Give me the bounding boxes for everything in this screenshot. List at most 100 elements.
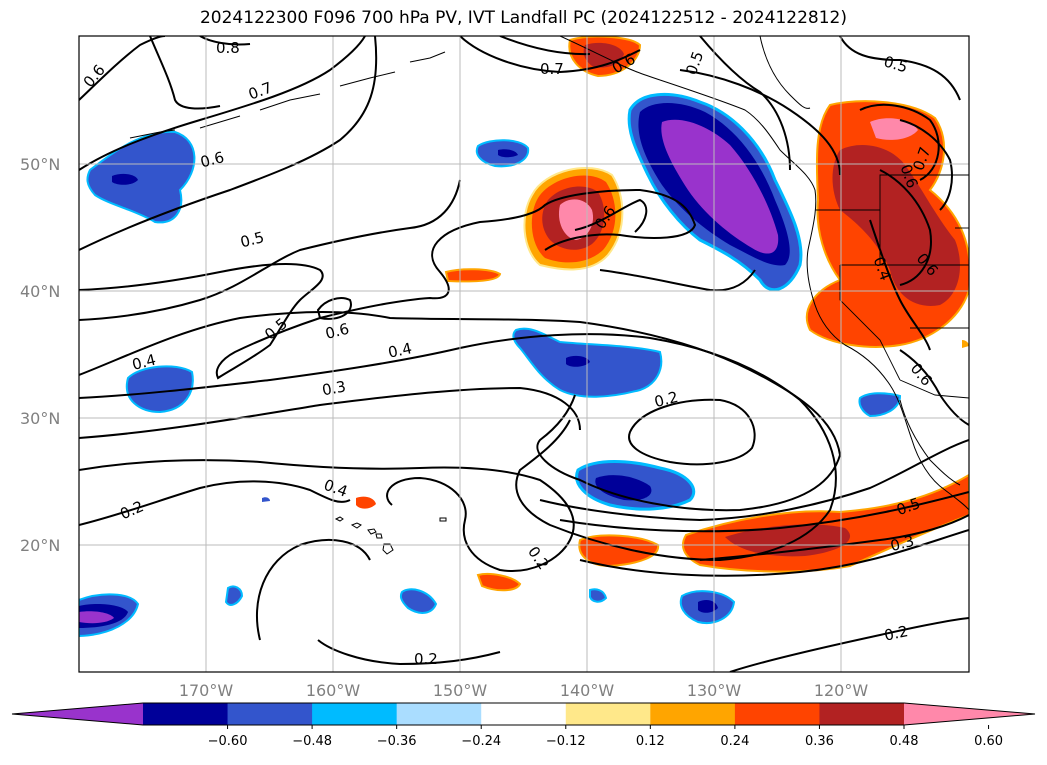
latitude-labels: 50°N 40°N 30°N 20°N [20, 155, 60, 555]
contour-label: 0.4 [130, 351, 158, 374]
anomaly-region [558, 199, 594, 240]
anomaly-region [125, 365, 194, 414]
colorbar-tick-label: 0.48 [890, 734, 919, 749]
contour-label: 0.7 [540, 60, 564, 78]
island [367, 528, 377, 535]
contour-line [79, 459, 575, 572]
border-line [815, 174, 969, 211]
colorbar-segment [734, 703, 820, 725]
contour-label: 0.5 [882, 52, 910, 76]
contour-line [79, 386, 581, 439]
contour-line [79, 480, 351, 526]
colorbar-ticks: −0.60 −0.48 −0.36 −0.24 −0.12 0.12 0.24 0.36 0.4… [208, 725, 1003, 749]
contour-label: 0.6 [199, 148, 227, 171]
coastline [759, 36, 811, 109]
anomaly-region [112, 173, 138, 185]
contour-line [79, 36, 378, 251]
colorbar-tick-label: −0.48 [292, 734, 332, 749]
contour-label: 0.3 [321, 377, 348, 399]
anomaly-region [498, 149, 518, 158]
hawaii-islands [334, 516, 447, 555]
colorbar-tick-label: 0.36 [805, 734, 834, 749]
lon-label: 140°W [560, 681, 615, 700]
colorbar-tick-label: −0.60 [208, 734, 248, 749]
contour-line [79, 333, 837, 562]
colorbar-tick-label: −0.36 [377, 734, 417, 749]
anomaly-region [566, 355, 590, 367]
coastlines [129, 36, 969, 511]
contour-line [879, 169, 932, 286]
island [350, 522, 362, 529]
negative-anomaly-regions [79, 92, 902, 638]
contour-line [316, 297, 352, 320]
anomaly-region [444, 268, 502, 283]
anomaly-region [698, 600, 718, 613]
colorbar-segment [565, 703, 651, 725]
anomaly-region [870, 118, 918, 140]
coastline [659, 79, 969, 511]
anomaly-region [262, 497, 270, 502]
contour-line [539, 439, 969, 522]
contour-line [628, 398, 756, 466]
colorbar-segment [650, 703, 736, 725]
map-area: 0.8 0.7 0.6 0.6 0.5 0.5 0.6 0.4 0.4 0.3 … [79, 36, 969, 672]
contour-line [149, 36, 221, 110]
colorbar-segment [396, 703, 482, 725]
borders [815, 174, 969, 399]
anomaly-region [832, 145, 960, 306]
chart-title: 2024122300 F096 700 hPa PV, IVT Landfall… [199, 8, 847, 28]
lon-label: 130°W [687, 681, 742, 700]
contour-label: 0.2 [414, 650, 438, 668]
colorbar-extend-high [904, 703, 1035, 725]
coastline [559, 36, 661, 81]
contour-line [839, 36, 961, 101]
anomaly-region [399, 588, 438, 614]
anomaly-region [661, 119, 779, 254]
island [375, 533, 383, 539]
colorbar: −0.60 −0.48 −0.36 −0.24 −0.12 0.12 0.24 0.36 0.4… [11, 702, 1036, 749]
coastline [129, 51, 446, 139]
contour-label: 0.5 [239, 228, 267, 251]
map-frame [78, 35, 970, 673]
contour-line [899, 119, 953, 211]
anomaly-region [589, 588, 608, 603]
contour-line [499, 36, 591, 56]
anomaly-region [476, 573, 522, 592]
lat-label: 40°N [20, 282, 60, 301]
graticule [79, 36, 969, 672]
contour-label: 0.2 [652, 388, 680, 411]
colorbar-segments [12, 703, 1035, 725]
lat-label: 20°N [20, 536, 60, 555]
contour-line [79, 179, 461, 321]
contour-label: 0.3 [888, 532, 916, 555]
lat-label: 30°N [20, 409, 60, 428]
colorbar-extend-low [12, 703, 143, 725]
colorbar-segment [819, 703, 905, 725]
lon-label: 120°W [814, 681, 869, 700]
contour-label: 0.4 [386, 339, 413, 362]
colorbar-tick-label: −0.24 [461, 734, 501, 749]
contour-line [459, 36, 641, 74]
lon-label: 170°W [179, 681, 234, 700]
contour-label: 0.8 [216, 39, 240, 57]
colorbar-segment [481, 703, 567, 725]
anomaly-region [858, 392, 902, 418]
contour-line [79, 311, 842, 512]
colorbar-tick-label: 0.12 [636, 734, 665, 749]
border-line [839, 265, 901, 381]
colorbar-segment [312, 703, 398, 725]
colorbar-tick-label: 0.60 [974, 734, 1003, 749]
contour-line [869, 219, 931, 351]
contour-line [699, 36, 791, 171]
contour-line [599, 269, 756, 292]
anomaly-region [356, 496, 376, 509]
lon-label: 160°W [306, 681, 361, 700]
lat-label: 50°N [20, 155, 60, 174]
contour-line [699, 514, 969, 561]
longitude-labels: 170°W 160°W 150°W 140°W 130°W 120°W [179, 681, 869, 700]
contour-line [79, 36, 166, 101]
contour-line [559, 491, 969, 533]
colorbar-segment [143, 703, 229, 725]
contour-line [729, 617, 969, 672]
